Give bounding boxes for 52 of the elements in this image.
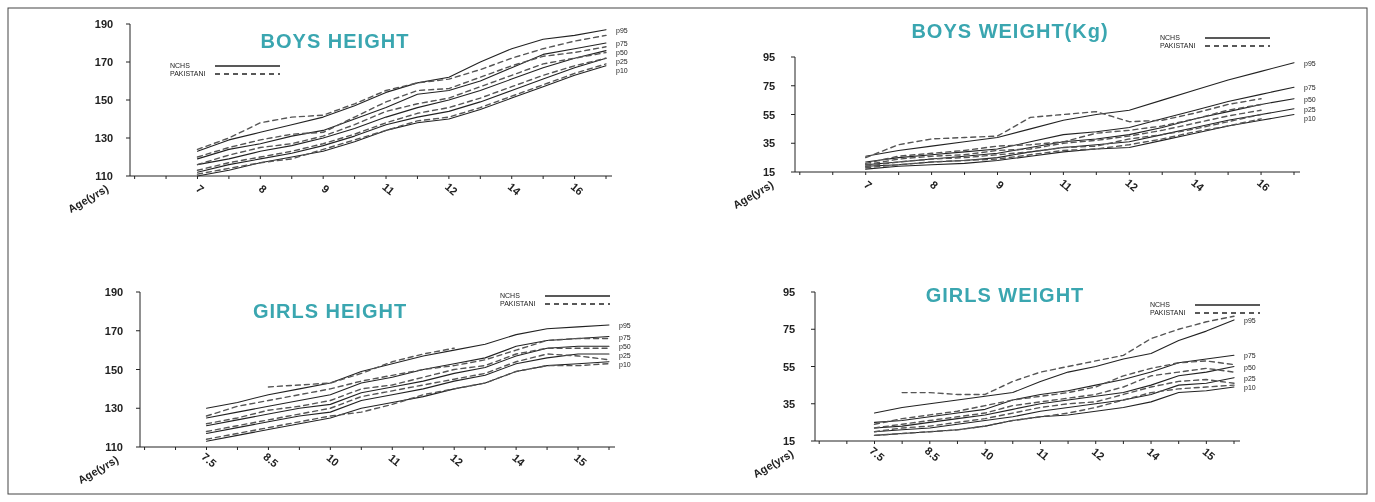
x-tick-label: 11 (1034, 445, 1052, 463)
y-tick-label: 190 (94, 18, 114, 30)
x-tick-label: 12 (1123, 176, 1141, 194)
x-tick-label: 14 (505, 180, 524, 199)
y-tick-label: 15 (762, 166, 776, 178)
x-tick-label: 7 (193, 182, 207, 196)
y-tick-label: 55 (782, 360, 796, 373)
y-tick-label: 170 (104, 324, 124, 337)
y-tick-label: 150 (104, 363, 124, 376)
x-tick-label: 7 (862, 178, 875, 192)
y-tick-label: 110 (95, 170, 113, 182)
x-tick-label: 11 (386, 451, 404, 469)
y-tick-label: 35 (762, 137, 776, 150)
y-tick-label: 75 (782, 323, 796, 336)
x-tick-label: 9 (993, 178, 1007, 192)
y-tick-label: 190 (104, 286, 124, 298)
x-tick-label: 8 (927, 178, 941, 192)
x-tick-label: 8.5 (261, 450, 281, 470)
x-tick-label: 7.5 (867, 444, 887, 464)
x-tick-label: 14 (510, 451, 528, 470)
x-tick-label: 12 (448, 451, 466, 469)
chart-title: GIRLS HEIGHT (252, 300, 408, 322)
x-tick-label: 11 (380, 180, 397, 198)
x-tick-label: 14 (1145, 445, 1163, 464)
y-tick-label: 150 (94, 94, 114, 106)
x-tick-label: 15 (572, 451, 590, 469)
y-tick-label: 130 (104, 402, 124, 415)
chart-title: BOYS HEIGHT (260, 30, 410, 52)
x-tick-label: 8.5 (922, 444, 943, 464)
y-tick-label: 95 (782, 286, 796, 298)
x-tick-label: 12 (1089, 445, 1107, 463)
x-tick-label: 10 (324, 451, 342, 469)
x-tick-label: 12 (442, 180, 460, 198)
chart-title: GIRLS WEIGHT (925, 284, 1085, 306)
y-tick-label: 170 (94, 56, 114, 68)
x-tick-label: 8 (256, 182, 270, 196)
y-tick-label: 75 (762, 79, 776, 92)
x-tick-label: 14 (1189, 176, 1207, 195)
y-tick-label: 95 (762, 51, 776, 63)
x-tick-label: 16 (1255, 176, 1273, 194)
y-tick-label: 55 (762, 108, 776, 121)
y-tick-label: 130 (94, 132, 114, 144)
x-tick-label: 9 (319, 182, 332, 196)
y-tick-label: 15 (782, 435, 796, 447)
y-tick-label: 110 (105, 441, 123, 453)
x-tick-label: 7.5 (199, 450, 219, 470)
x-tick-label: 15 (1200, 445, 1218, 463)
y-tick-label: 35 (782, 397, 796, 410)
chart-title: BOYS WEIGHT(Kg) (911, 20, 1109, 42)
x-tick-label: 16 (568, 180, 586, 198)
x-tick-label: 11 (1057, 176, 1075, 194)
x-tick-label: 10 (979, 445, 997, 463)
